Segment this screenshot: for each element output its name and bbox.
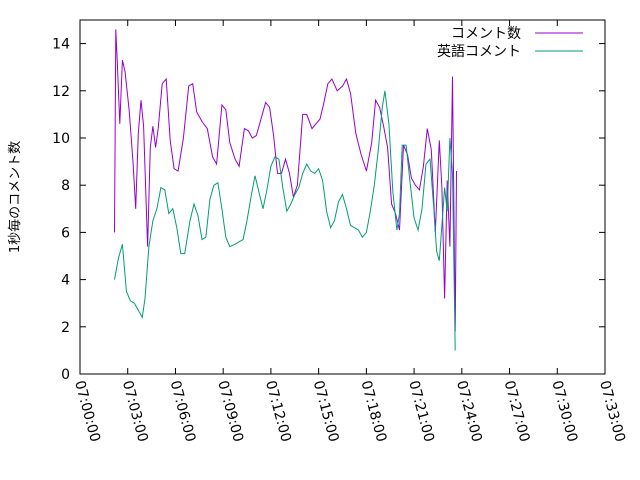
x-tick-label: 07:24:00 [453,379,485,444]
y-tick-label: 2 [61,320,70,336]
y-axis-ticks: 0 2 4 6 8 10 12 14 [52,37,605,383]
y-tick-label: 14 [52,37,70,53]
x-tick-label: 07:06:00 [167,379,199,444]
y-tick-label: 6 [61,225,70,241]
x-tick-label: 07:03:00 [119,379,151,444]
x-tick-label: 07:30:00 [548,379,580,444]
x-tick-label: 07:12:00 [262,379,294,444]
x-tick-label: 07:09:00 [214,379,246,444]
x-tick-label: 07:15:00 [310,379,342,444]
y-tick-label: 0 [61,367,70,383]
y-tick-label: 12 [52,84,70,100]
y-axis-label: 1秒毎のコメント数 [7,141,23,253]
y-tick-label: 4 [61,273,70,289]
y-tick-label: 8 [61,178,70,194]
series-line-2 [114,90,456,351]
x-tick-label: 07:27:00 [501,379,533,444]
legend-label: コメント数 [451,26,521,42]
legend-label: 英語コメント [437,43,521,60]
x-axis-ticks: 07:00:00 07:03:00 07:06:00 07:09:00 07:12:00… [71,20,628,444]
y-tick-label: 10 [52,131,70,147]
series-line-1 [114,29,457,332]
x-tick-label: 07:33:00 [596,379,628,444]
series-layer [114,29,457,351]
x-tick-label: 07:00:00 [71,379,103,444]
plot-frame [79,19,606,375]
x-tick-label: 07:18:00 [357,379,389,444]
x-tick-label: 07:21:00 [405,379,437,444]
